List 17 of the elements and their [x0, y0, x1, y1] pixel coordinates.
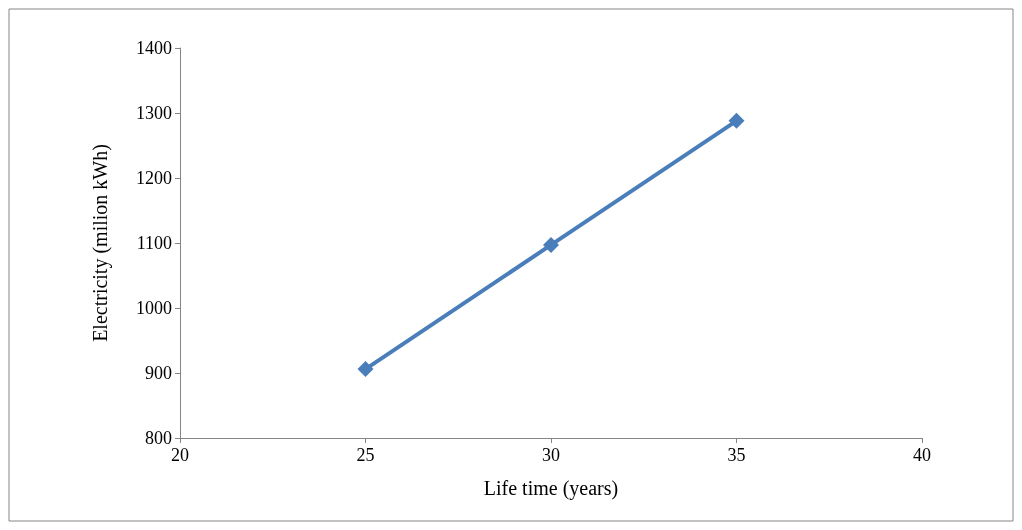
point: [357, 361, 374, 378]
x-tick-label: 25: [356, 445, 375, 465]
point: [728, 112, 745, 129]
y-axis-title: Electricity (milion kWh): [89, 144, 112, 342]
y-tick-label: 1300: [136, 103, 172, 123]
y-tick-label: 900: [145, 363, 172, 383]
y-tick-label: 1400: [136, 38, 172, 58]
x-axis-title: Life time (years): [483, 477, 619, 500]
point: [543, 236, 559, 253]
x-tick-label: 20: [171, 445, 189, 465]
y-tick-label: 800: [145, 428, 172, 448]
y-tick-label: 1000: [136, 298, 172, 318]
x-tick-label: 30: [542, 445, 560, 465]
y-tick-label: 1100: [136, 233, 172, 253]
x-tick-label: 35: [727, 445, 746, 465]
x-tick-label: 40: [913, 445, 931, 465]
y-tick-label: 1200: [136, 168, 172, 188]
